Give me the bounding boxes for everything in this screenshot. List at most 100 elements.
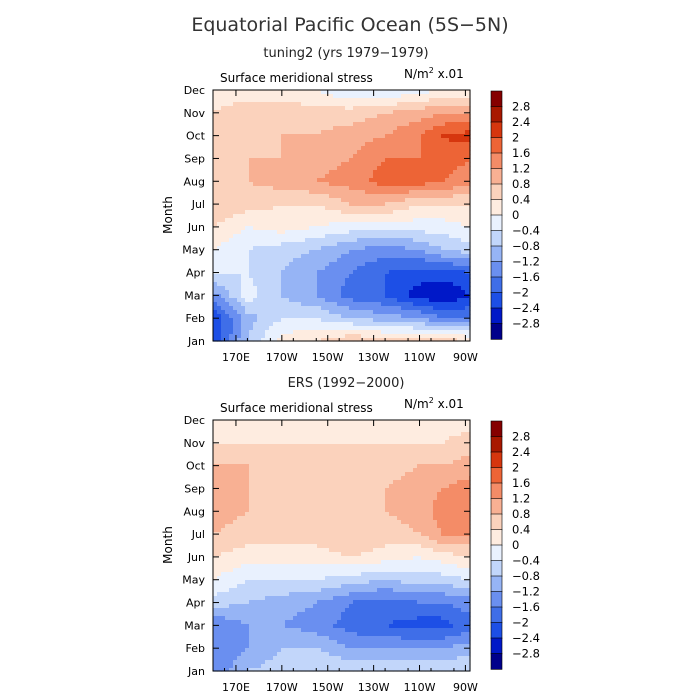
field-cell	[305, 210, 310, 215]
field-cell	[397, 448, 402, 453]
field-cell	[329, 190, 334, 195]
field-cell	[245, 282, 250, 287]
field-cell	[297, 174, 302, 179]
field-cell	[393, 334, 398, 339]
field-cell	[449, 218, 454, 223]
field-cell	[309, 226, 314, 231]
field-cell	[221, 318, 226, 323]
field-cell	[365, 106, 370, 111]
field-cell	[465, 242, 470, 247]
field-cell	[353, 444, 358, 449]
field-cell	[345, 190, 350, 195]
field-cell	[437, 460, 442, 465]
field-cell	[433, 202, 438, 207]
field-cell	[333, 106, 338, 111]
field-cell	[221, 270, 226, 275]
field-cell	[385, 218, 390, 223]
field-cell	[285, 448, 290, 453]
field-cell	[293, 262, 298, 267]
field-cell	[453, 294, 458, 299]
field-cell	[333, 178, 338, 183]
field-cell	[349, 126, 354, 131]
field-cell	[341, 158, 346, 163]
field-cell	[365, 174, 370, 179]
field-cell	[213, 436, 218, 441]
field-cell	[337, 262, 342, 267]
field-cell	[397, 182, 402, 187]
field-cell	[353, 234, 358, 239]
field-cell	[397, 134, 402, 139]
field-cell	[417, 142, 422, 147]
colorbar-swatch	[490, 230, 503, 247]
field-cell	[377, 440, 382, 445]
field-cell	[325, 258, 330, 263]
field-cell	[225, 198, 230, 203]
field-cell	[273, 162, 278, 167]
field-cell	[349, 262, 354, 267]
field-cell	[309, 278, 314, 283]
field-cell	[333, 158, 338, 163]
field-cell	[241, 162, 246, 167]
field-cell	[393, 90, 398, 95]
field-cell	[245, 420, 250, 425]
field-cell	[325, 138, 330, 143]
field-cell	[393, 118, 398, 123]
field-cell	[269, 142, 274, 147]
field-cell	[313, 154, 318, 159]
field-cell	[229, 294, 234, 299]
field-cell	[461, 326, 466, 331]
field-cell	[393, 234, 398, 239]
field-cell	[421, 178, 426, 183]
field-cell	[261, 126, 266, 131]
field-cell	[425, 126, 430, 131]
field-cell	[253, 318, 258, 323]
field-cell	[361, 198, 366, 203]
field-cell	[369, 138, 374, 143]
field-cell	[373, 286, 378, 291]
field-cell	[281, 440, 286, 445]
field-cell	[361, 270, 366, 275]
field-cell	[453, 202, 458, 207]
field-cell	[365, 444, 370, 449]
field-cell	[217, 436, 222, 441]
field-cell	[353, 110, 358, 115]
field-cell	[253, 98, 258, 103]
field-cell	[449, 90, 454, 95]
field-cell	[237, 94, 242, 99]
field-cell	[245, 154, 250, 159]
field-cell	[217, 126, 222, 131]
field-cell	[377, 98, 382, 103]
field-cell	[245, 274, 250, 279]
field-cell	[269, 170, 274, 175]
field-cell	[305, 246, 310, 251]
field-cell	[321, 206, 326, 211]
field-cell	[385, 302, 390, 307]
field-cell	[289, 110, 294, 115]
field-cell	[249, 266, 254, 271]
plot-frame	[212, 89, 471, 342]
field-cell	[345, 174, 350, 179]
field-cell	[253, 130, 258, 135]
field-cell	[425, 226, 430, 231]
field-cell	[397, 420, 402, 425]
field-cell	[297, 452, 302, 457]
field-cell	[301, 170, 306, 175]
field-cell	[261, 202, 266, 207]
field-cell	[421, 444, 426, 449]
field-cell	[289, 194, 294, 199]
field-cell	[221, 448, 226, 453]
field-cell	[465, 186, 470, 191]
field-cell	[221, 110, 226, 115]
field-cell	[457, 178, 462, 183]
field-cell	[417, 198, 422, 203]
field-cell	[277, 134, 282, 139]
field-cell	[221, 194, 226, 199]
field-cell	[441, 170, 446, 175]
field-cell	[413, 222, 418, 227]
field-cell	[461, 134, 466, 139]
field-cell	[317, 330, 322, 335]
field-cell	[441, 142, 446, 147]
field-cell	[445, 258, 450, 263]
field-cell	[357, 98, 362, 103]
field-cell	[385, 146, 390, 151]
